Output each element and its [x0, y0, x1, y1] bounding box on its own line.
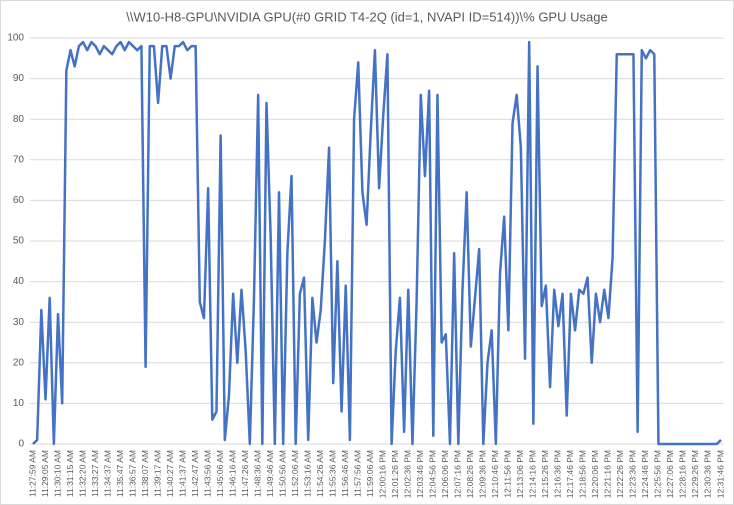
- y-tick-label: 0: [18, 439, 24, 450]
- x-tick-label: 12:04:56 PM: [428, 450, 438, 498]
- x-tick-label: 11:42:47 AM: [190, 450, 200, 497]
- x-tick-label: 11:52:06 AM: [290, 450, 300, 497]
- x-tick-label: 12:10:46 PM: [490, 450, 500, 498]
- x-tick-label: 12:11:56 PM: [503, 450, 513, 498]
- x-tick-label: 11:49:46 AM: [265, 450, 275, 497]
- y-tick-label: 60: [13, 195, 25, 206]
- x-tick-label: 12:22:26 PM: [615, 450, 625, 498]
- x-tick-label: 11:54:26 AM: [315, 450, 325, 497]
- x-tick-label: 11:50:56 AM: [277, 450, 287, 497]
- x-tick-label: 11:33:27 AM: [90, 450, 100, 497]
- x-tick-label: 12:15:26 PM: [540, 450, 550, 498]
- y-tick-label: 70: [13, 154, 25, 165]
- x-tick-label: 11:47:26 AM: [240, 450, 250, 497]
- y-tick-label: 80: [13, 114, 25, 125]
- x-tick-label: 11:35:47 AM: [115, 450, 125, 497]
- x-tick-label: 11:59:06 AM: [365, 450, 375, 497]
- x-tick-label: 12:30:36 PM: [703, 450, 713, 498]
- x-tick-label: 11:53:16 AM: [302, 450, 312, 497]
- x-tick-label: 12:09:36 PM: [478, 450, 488, 498]
- x-tick-label: 11:48:36 AM: [252, 450, 262, 497]
- x-tick-label: 11:39:17 AM: [152, 450, 162, 497]
- x-tick-label: 12:18:56 PM: [578, 450, 588, 498]
- x-tick-label: 11:40:27 AM: [165, 450, 175, 497]
- x-tick-label: 11:34:37 AM: [102, 450, 112, 497]
- x-tick-label: 12:02:36 PM: [403, 450, 413, 498]
- y-tick-label: 30: [13, 317, 25, 328]
- x-tick-label: 12:21:16 PM: [603, 450, 613, 498]
- x-tick-label: 12:06:06 PM: [440, 450, 450, 498]
- x-tick-label: 12:17:46 PM: [565, 450, 575, 498]
- x-tick-label: 12:08:26 PM: [465, 450, 475, 498]
- x-tick-label: 11:31:15 AM: [65, 450, 75, 497]
- x-tick-label: 12:01:26 PM: [390, 450, 400, 498]
- x-tick-label: 12:03:46 PM: [415, 450, 425, 498]
- y-tick-label: 100: [7, 33, 24, 44]
- x-tick-label: 11:46:16 AM: [227, 450, 237, 497]
- x-tick-label: 12:14:16 PM: [528, 450, 538, 498]
- x-tick-label: 12:13:06 PM: [515, 450, 525, 498]
- x-tick-label: 11:32:20 AM: [77, 450, 87, 497]
- x-tick-label: 11:29:05 AM: [40, 450, 50, 497]
- x-tick-label: 12:31:46 PM: [715, 450, 725, 498]
- x-tick-label: 11:57:56 AM: [352, 450, 362, 497]
- y-tick-label: 40: [13, 276, 25, 287]
- x-tick-label: 12:23:36 PM: [628, 450, 638, 498]
- x-tick-label: 11:55:36 AM: [327, 450, 337, 497]
- x-tick-label: 11:41:37 AM: [177, 450, 187, 497]
- chart-title: \\W10-H8-GPU\NVIDIA GPU(#0 GRID T4-2Q (i…: [126, 9, 607, 24]
- x-tick-label: 11:38:07 AM: [140, 450, 150, 497]
- x-tick-label: 12:24:46 PM: [640, 450, 650, 498]
- y-tick-label: 20: [13, 357, 25, 368]
- x-tick-label: 11:56:46 AM: [340, 450, 350, 497]
- x-tick-label: 12:20:06 PM: [590, 450, 600, 498]
- x-tick-label: 11:43:56 AM: [202, 450, 212, 497]
- x-tick-label: 12:07:16 PM: [453, 450, 463, 498]
- x-tick-label: 11:45:06 AM: [215, 450, 225, 497]
- x-tick-label: 12:27:06 PM: [665, 450, 675, 498]
- x-tick-label: 12:00:16 PM: [378, 450, 388, 498]
- data-line: [32, 40, 722, 446]
- x-tick-label: 11:30:10 AM: [52, 450, 62, 497]
- x-tick-label: 12:25:56 PM: [653, 450, 663, 498]
- x-tick-label: 11:36:57 AM: [127, 450, 137, 497]
- x-tick-label: 12:28:16 PM: [678, 450, 688, 498]
- x-tick-label: 11:27:59 AM: [27, 450, 37, 497]
- y-tick-label: 10: [13, 398, 25, 409]
- y-tick-label: 90: [13, 73, 25, 84]
- y-tick-label: 50: [13, 236, 25, 247]
- x-tick-label: 12:16:36 PM: [553, 450, 563, 498]
- x-tick-label: 12:29:26 PM: [690, 450, 700, 498]
